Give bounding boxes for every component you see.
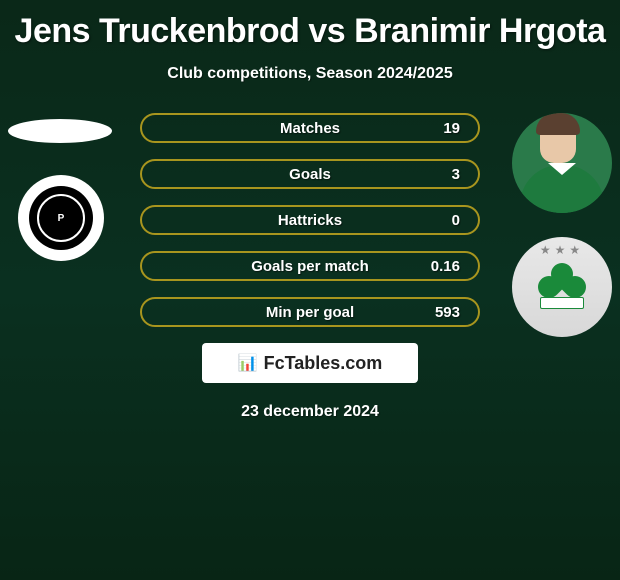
page-title: Jens Truckenbrod vs Branimir Hrgota [0, 0, 620, 51]
stat-bar: Hattricks 0 [140, 205, 480, 235]
stat-label: Goals per match [251, 258, 369, 275]
stat-bars: Matches 19 Goals 3 Hattricks 0 Goals per match… [140, 113, 480, 327]
stat-label: Goals [289, 166, 331, 183]
club-badge-right: ★★★ [512, 237, 612, 337]
player-right-avatar [512, 113, 612, 213]
stat-bar: Goals 3 [140, 159, 480, 189]
stat-label: Min per goal [266, 304, 354, 321]
comparison-content: P ★★★ Matches 19 Goals 3 Hattricks 0 Goals per… [0, 113, 620, 421]
club-badge-left-letter: P [49, 206, 73, 230]
stat-value-right: 0 [430, 212, 460, 229]
site-name: FcTables.com [264, 353, 383, 374]
subtitle: Club competitions, Season 2024/2025 [0, 65, 620, 83]
stat-label: Matches [280, 120, 340, 137]
stat-value-right: 3 [430, 166, 460, 183]
player-left-avatar [8, 119, 112, 143]
stars-icon: ★★★ [540, 243, 584, 257]
date-text: 23 december 2024 [0, 403, 620, 421]
stat-value-right: 19 [430, 120, 460, 137]
player-right-column: ★★★ [512, 113, 612, 337]
chart-icon: 📊 [238, 353, 258, 373]
stat-label: Hattricks [278, 212, 342, 229]
clover-icon [538, 263, 586, 311]
site-logo[interactable]: 📊 FcTables.com [202, 343, 418, 383]
stat-bar: Goals per match 0.16 [140, 251, 480, 281]
player-left-column: P [8, 113, 112, 261]
stat-bar: Matches 19 [140, 113, 480, 143]
club-badge-left: P [18, 175, 104, 261]
stat-value-right: 0.16 [430, 258, 460, 275]
stat-value-right: 593 [430, 304, 460, 321]
stat-bar: Min per goal 593 [140, 297, 480, 327]
